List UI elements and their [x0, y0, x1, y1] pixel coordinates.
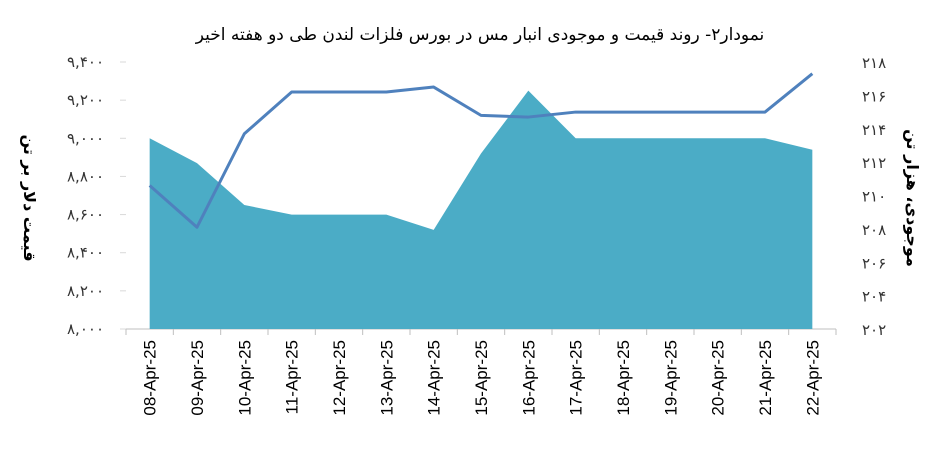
x-tick-label: 12-Apr-25 [330, 340, 349, 416]
left-axis-label: قیمت دلار بر تن [20, 134, 39, 261]
x-tick-label: 09-Apr-25 [188, 340, 207, 416]
right-tick-label: ۲۱۲ [862, 154, 886, 172]
left-tick-label: ۹,۰۰۰ [67, 129, 104, 147]
right-tick-label: ۲۱۶ [862, 87, 886, 105]
right-tick-label: ۲۱۸ [862, 54, 886, 72]
right-tick-label: ۲۰۶ [862, 254, 886, 272]
left-tick-label: ۹,۴۰۰ [67, 53, 104, 71]
left-tick-label: ۸,۸۰۰ [67, 167, 104, 185]
right-tick-label: ۲۰۴ [862, 288, 886, 306]
x-tick-label: 20-Apr-25 [709, 340, 728, 416]
x-tick-label: 10-Apr-25 [235, 340, 254, 416]
price-area [149, 90, 813, 329]
x-tick-label: 19-Apr-25 [661, 340, 680, 416]
x-tick-label: 18-Apr-25 [614, 340, 633, 416]
plot-area: ۸,۰۰۰ ۸,۲۰۰ ۸,۴۰۰ ۸,۶۰۰ ۸,۸۰۰ ۹,۰۰۰ ۹,۲۰۰ ۹,۴۰۰… [67, 53, 886, 416]
chart-title: نمودار۲- روند قیمت و موجودی انبار مس در … [195, 25, 765, 45]
left-tick-label: ۸,۲۰۰ [67, 282, 104, 300]
x-tick-label: 17-Apr-25 [567, 340, 586, 416]
x-tick-label: 21-Apr-25 [756, 340, 775, 416]
inventory-line [148, 72, 814, 229]
x-tick-label: 16-Apr-25 [519, 340, 538, 416]
x-tick-label: 14-Apr-25 [425, 340, 444, 416]
left-tick-label: ۸,۰۰۰ [67, 320, 104, 338]
x-tick-label: 15-Apr-25 [472, 340, 491, 416]
x-tick-label: 22-Apr-25 [803, 340, 822, 416]
right-tick-label: ۲۱۴ [862, 121, 886, 139]
right-tick-label: ۲۰۸ [862, 221, 886, 239]
left-tick-label: ۸,۶۰۰ [67, 206, 104, 224]
right-axis-label: موجودی، هزار تن [903, 129, 922, 267]
left-tick-label: ۹,۲۰۰ [67, 91, 104, 109]
right-tick-label: ۲۱۰ [862, 188, 886, 206]
x-tick-label: 11-Apr-25 [283, 340, 302, 414]
right-tick-label: ۲۰۲ [862, 321, 886, 339]
x-tick-label: 08-Apr-25 [141, 340, 160, 416]
left-tick-label: ۸,۴۰۰ [67, 244, 104, 262]
x-tick-label: 13-Apr-25 [377, 340, 396, 416]
